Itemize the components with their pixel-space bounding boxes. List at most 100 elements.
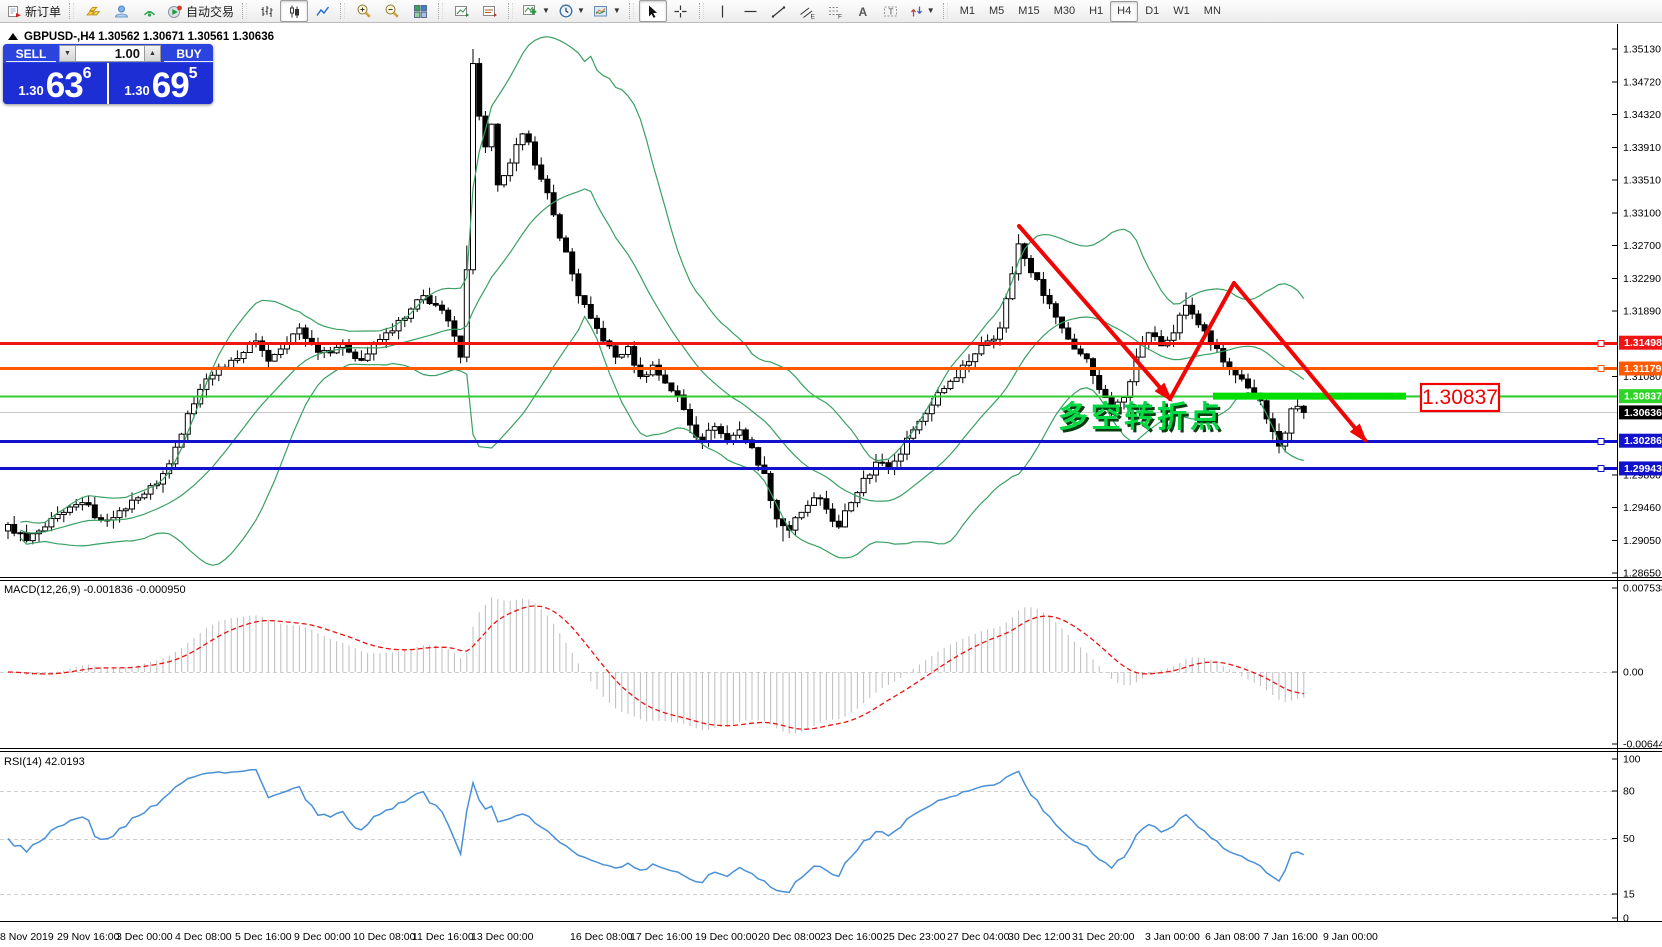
- time-tick-label: 30 Dec 12:00: [1008, 931, 1071, 943]
- time-tick-label: 3 Dec 00:00: [116, 931, 173, 943]
- time-tick-label: 27 Dec 04:00: [947, 931, 1010, 943]
- volume-input[interactable]: [76, 45, 144, 62]
- svg-text:1.31498: 1.31498: [1624, 337, 1662, 349]
- label-button[interactable]: T: [877, 0, 905, 22]
- period-clock-icon: [558, 3, 574, 19]
- chevron-down-icon: ▼: [542, 6, 550, 15]
- add-indicator-button[interactable]: ▼: [518, 0, 554, 22]
- line-chart-button[interactable]: [308, 0, 336, 22]
- tf-button-mn[interactable]: MN: [1203, 4, 1221, 17]
- svg-text:1.30837: 1.30837: [1624, 391, 1662, 403]
- bar-chart-icon: [259, 4, 274, 19]
- axis-price-label: [1619, 461, 1662, 476]
- time-tick-label: 29 Nov 16:00: [57, 931, 120, 943]
- auto-trading-button[interactable]: 自动交易: [163, 0, 238, 22]
- buy-price[interactable]: 1.30 69 5: [109, 63, 213, 104]
- candlestick-series: [5, 49, 1307, 545]
- arrange-windows-button[interactable]: [448, 0, 476, 22]
- candlestick-chart-button[interactable]: [280, 0, 309, 22]
- sell-price[interactable]: 1.30 63 6: [3, 63, 109, 104]
- time-tick-label: 25 Dec 23:00: [883, 931, 946, 943]
- horizontal-line-icon: [743, 5, 758, 18]
- tf-button-m15[interactable]: M15: [1018, 4, 1040, 17]
- price-tick-label: 1.28650: [1623, 568, 1661, 580]
- template-button[interactable]: ▼: [589, 0, 625, 22]
- axis-price-label: [1619, 361, 1662, 376]
- price-tick-label: 1.34320: [1623, 109, 1661, 121]
- trend-arrow-1[interactable]: [1017, 224, 1172, 401]
- bar-chart-button[interactable]: [252, 0, 280, 22]
- signals-button[interactable]: [135, 0, 163, 22]
- cascade-windows-button[interactable]: [476, 0, 504, 22]
- price-tick-label: 1.29050: [1623, 535, 1661, 547]
- time-tick-label: 9 Dec 00:00: [294, 931, 351, 943]
- cascade-windows-icon: [482, 4, 498, 19]
- hline-handle[interactable]: [1597, 365, 1605, 372]
- price-axis[interactable]: 1.35130 1.34720 1.34320 1.33910 1.33510 1.331…: [1612, 44, 1662, 925]
- zoom-out-icon: [384, 3, 400, 19]
- trend-arrow-3[interactable]: [1232, 281, 1367, 442]
- trend-arrow-2[interactable]: [1168, 281, 1236, 401]
- rsi-label: RSI(14) 42.0193: [4, 756, 85, 768]
- tile-windows-button[interactable]: [406, 0, 434, 22]
- gold-quotes-button[interactable]: [79, 0, 107, 22]
- tf-button-h4[interactable]: H4: [1110, 0, 1139, 22]
- time-tick-label: 16 Dec 08:00: [570, 931, 633, 943]
- horizontal-line-button[interactable]: [737, 0, 765, 22]
- axis-price-label: [1619, 405, 1662, 420]
- time-tick-label: 5 Dec 16:00: [235, 931, 292, 943]
- vertical-line-button[interactable]: [709, 0, 737, 22]
- shapes-button[interactable]: ▼: [905, 0, 939, 22]
- svg-text:1.31179: 1.31179: [1624, 363, 1662, 375]
- toolbar-grip: [340, 3, 346, 19]
- crosshair-icon: [673, 4, 688, 19]
- signals-icon: [142, 4, 157, 19]
- highlight-bar[interactable]: [1213, 392, 1406, 400]
- toolbar-grip: [508, 3, 514, 19]
- tf-button-m1[interactable]: M1: [959, 4, 975, 17]
- zoom-in-button[interactable]: [350, 0, 378, 22]
- period-button[interactable]: ▼: [554, 0, 589, 22]
- svg-text:T: T: [888, 7, 893, 16]
- hline-handle[interactable]: [1597, 465, 1605, 472]
- annotation-text[interactable]: 多空转折点: [1058, 401, 1223, 434]
- hline-handle[interactable]: [1597, 438, 1605, 445]
- volume-decrease-button[interactable]: ▼: [59, 45, 76, 62]
- rsi-line: [7, 768, 1305, 894]
- time-tick-label: 7 Jan 16:00: [1263, 931, 1318, 943]
- tf-button-m30[interactable]: M30: [1053, 4, 1076, 17]
- time-tick-label: 6 Jan 08:00: [1205, 931, 1260, 943]
- zoom-in-icon: [356, 3, 372, 19]
- tf-button-w1[interactable]: W1: [1173, 4, 1190, 17]
- rsi-tick-label: 50: [1623, 833, 1635, 845]
- time-tick-label: 20 Dec 08:00: [758, 931, 821, 943]
- cursor-button[interactable]: [638, 0, 667, 22]
- buy-button[interactable]: BUY: [164, 46, 213, 62]
- trendline-button[interactable]: [765, 0, 793, 22]
- chevron-down-icon: ▼: [576, 6, 585, 15]
- toolbar-grip: [242, 3, 248, 19]
- price-callout-box[interactable]: [1419, 382, 1501, 413]
- volume-increase-button[interactable]: ▲: [144, 45, 161, 62]
- template-icon: [593, 4, 610, 19]
- crosshair-button[interactable]: [667, 0, 695, 22]
- bollinger-lower: [19, 315, 1304, 566]
- svg-text:F: F: [838, 13, 842, 19]
- text-button[interactable]: A: [849, 0, 877, 22]
- hline-handle[interactable]: [1597, 340, 1605, 347]
- fibonacci-button[interactable]: F: [821, 0, 849, 22]
- new-order-button[interactable]: 新订单: [3, 0, 65, 22]
- tf-button-m5[interactable]: M5: [989, 4, 1005, 17]
- sell-price-big: 63: [45, 66, 84, 104]
- equidistant-channel-button[interactable]: E: [793, 0, 821, 22]
- sell-button[interactable]: SELL: [6, 46, 56, 62]
- time-axis[interactable]: 8 Nov 2019 29 Nov 16:003 Dec 00:00 4 Dec 0…: [0, 931, 1378, 943]
- tf-button-d1[interactable]: D1: [1145, 4, 1160, 17]
- community-button[interactable]: [107, 0, 135, 22]
- price-tick-label: 1.33910: [1623, 142, 1661, 154]
- zoom-out-button[interactable]: [378, 0, 406, 22]
- new-order-label: 新订单: [25, 4, 62, 19]
- tf-button-h1[interactable]: H1: [1089, 4, 1104, 17]
- price-callout-text: 1.30837: [1422, 386, 1498, 409]
